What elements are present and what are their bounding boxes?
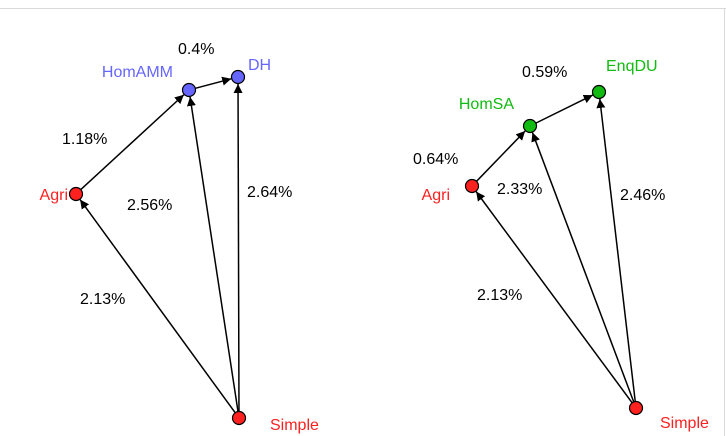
- right-edge-label-simple-to-enqdu: 2.46%: [620, 187, 665, 204]
- left-node-homamm: [181, 82, 197, 98]
- left-edge-simple-to-agri: [79, 199, 236, 414]
- right-node-label-homsa: HomSA: [459, 96, 514, 113]
- left-edge-label-homamm-to-dh: 0.4%: [178, 41, 214, 58]
- right-node-enqdu: [591, 84, 607, 100]
- left-edge-simple-to-homamm: [186, 96, 239, 412]
- left-edge-label-simple-to-homamm: 2.56%: [127, 197, 172, 214]
- right-edge-simple-to-agri: [475, 191, 633, 404]
- right-node-label-agri: Agri: [422, 187, 450, 204]
- right-edge-homsa-to-enqdu: [535, 94, 594, 124]
- left-node-label-agri: Agri: [40, 187, 68, 204]
- right-edge-label-agri-to-homsa: 0.64%: [413, 151, 458, 168]
- left-edge-label-agri-to-homamm: 1.18%: [62, 131, 107, 148]
- right-edge-agri-to-homsa: [475, 130, 526, 182]
- right-edge-simple-to-homsa: [531, 132, 635, 403]
- left-node-label-dh: DH: [248, 57, 271, 74]
- left-node-dh: [230, 69, 246, 85]
- left-edge-label-simple-to-agri: 2.13%: [80, 291, 125, 308]
- left-edge-label-simple-to-dh: 2.64%: [247, 184, 292, 201]
- right-edge-label-simple-to-agri: 2.13%: [477, 287, 522, 304]
- left-node-simple: [231, 410, 247, 426]
- right-node-agri: [464, 178, 480, 194]
- left-node-label-simple: Simple: [270, 417, 319, 434]
- left-edge-agri-to-homamm: [80, 94, 185, 191]
- right-node-label-enqdu: EnqDU: [606, 58, 658, 75]
- right-edge-simple-to-enqdu: [596, 98, 636, 402]
- left-edge-homamm-to-dh: [195, 76, 232, 90]
- left-node-label-homamm: HomAMM: [102, 64, 173, 81]
- left-edge-simple-to-dh: [233, 83, 243, 412]
- right-node-label-simple: Simple: [660, 415, 709, 432]
- right-edge-label-homsa-to-enqdu: 0.59%: [522, 64, 567, 81]
- left-node-agri: [68, 186, 84, 202]
- right-node-homsa: [522, 118, 538, 134]
- right-node-simple: [628, 400, 644, 416]
- right-edge-label-simple-to-homsa: 2.33%: [497, 181, 542, 198]
